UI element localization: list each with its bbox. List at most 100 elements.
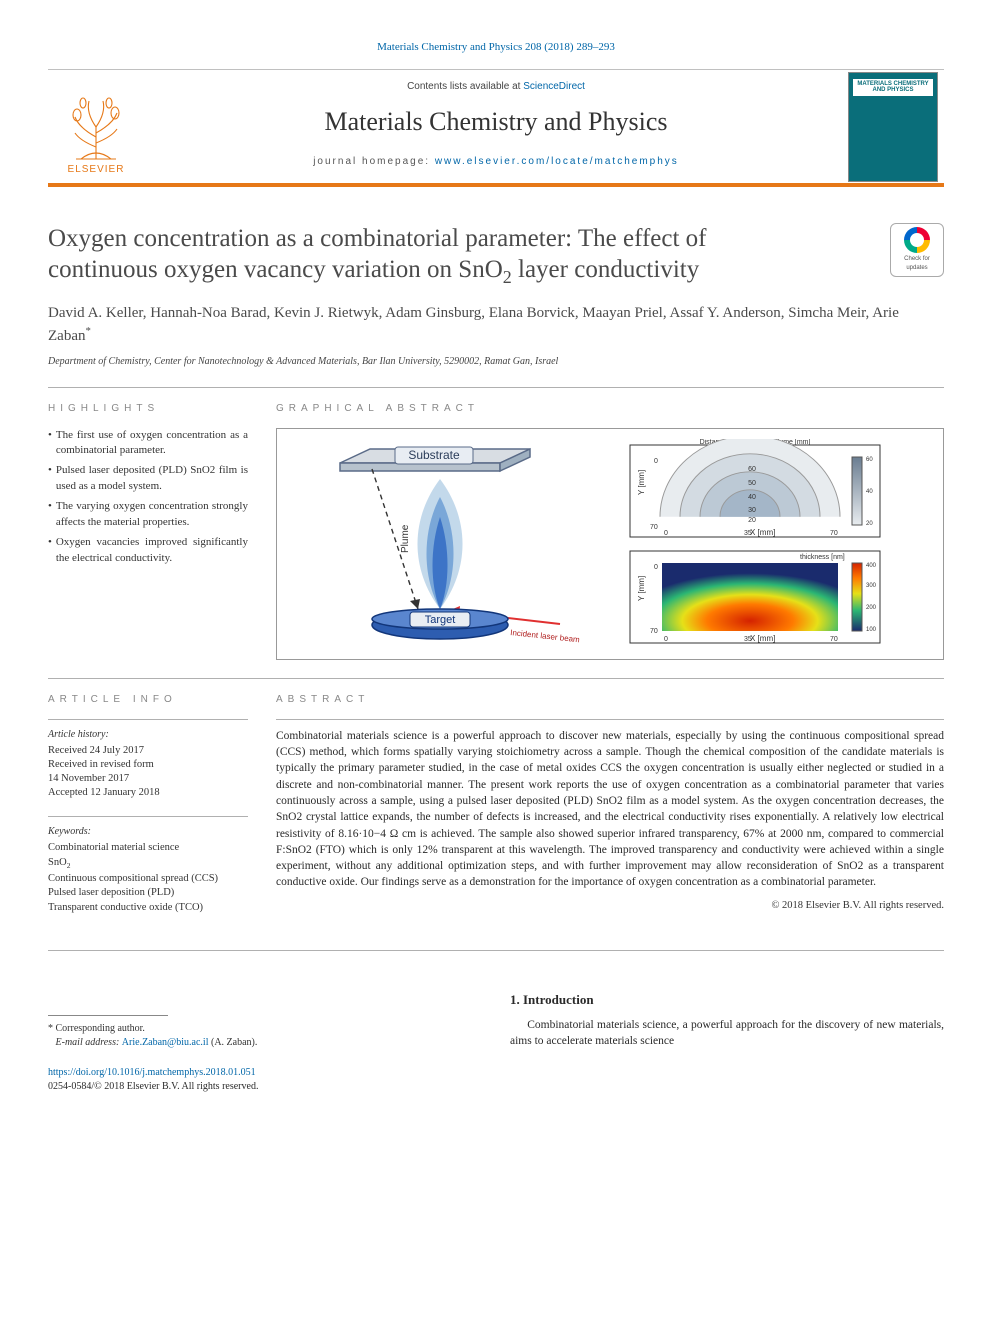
article-history: Article history: Received 24 July 2017 R… xyxy=(48,728,248,801)
homepage-link[interactable]: www.elsevier.com/locate/matchemphys xyxy=(435,156,679,167)
ga-contour-panel: Distance from center of plume [mm] 60 50… xyxy=(630,439,880,537)
svg-text:70: 70 xyxy=(830,636,838,643)
keywords-label: Keywords: xyxy=(48,825,248,839)
keyword-item: Combinatorial material science xyxy=(48,841,248,856)
crossmark-text-2: updates xyxy=(906,264,927,272)
email-tail: (A. Zaban). xyxy=(208,1037,257,1048)
highlight-item: The first use of oxygen concentration as… xyxy=(48,428,248,460)
abstract-text: Combinatorial materials science is a pow… xyxy=(276,728,944,891)
doi-link[interactable]: https://doi.org/10.1016/j.matchemphys.20… xyxy=(48,1067,256,1078)
corr-marker: * xyxy=(85,325,90,337)
svg-text:X [mm]: X [mm] xyxy=(750,634,775,643)
elsevier-logo: ELSEVIER xyxy=(48,81,144,177)
svg-text:20: 20 xyxy=(748,517,756,524)
svg-text:thickness [nm]: thickness [nm] xyxy=(800,554,845,561)
svg-text:Incident laser beam: Incident laser beam xyxy=(510,628,581,644)
svg-text:Y [mm]: Y [mm] xyxy=(637,575,646,600)
authors-text: David A. Keller, Hannah-Noa Barad, Kevin… xyxy=(48,305,899,344)
highlight-item: The varying oxygen concentration strongl… xyxy=(48,499,248,531)
svg-text:70: 70 xyxy=(830,530,838,537)
received-date: Received 24 July 2017 xyxy=(48,744,248,758)
svg-text:60: 60 xyxy=(748,466,756,473)
svg-text:400: 400 xyxy=(866,563,877,569)
substrate-label: Substrate xyxy=(408,448,460,462)
graphical-abstract-svg: Substrate Plume Incident lase xyxy=(287,439,933,649)
svg-text:60: 60 xyxy=(866,457,873,463)
journal-name: Materials Chemistry and Physics xyxy=(160,104,832,140)
author-list: David A. Keller, Hannah-Noa Barad, Kevin… xyxy=(48,303,944,347)
doi-block: https://doi.org/10.1016/j.matchemphys.20… xyxy=(48,1066,482,1094)
copyright-line: © 2018 Elsevier B.V. All rights reserved… xyxy=(276,899,944,914)
svg-text:35: 35 xyxy=(744,530,752,537)
citation-link[interactable]: Materials Chemistry and Physics 208 (201… xyxy=(377,41,615,53)
highlights-label: HIGHLIGHTS xyxy=(48,402,248,416)
svg-text:30: 30 xyxy=(748,507,756,514)
issn-line: 0254-0584/© 2018 Elsevier B.V. All right… xyxy=(48,1081,258,1092)
svg-text:0: 0 xyxy=(664,636,668,643)
highlight-item: Oxygen vacancies improved significantly … xyxy=(48,535,248,567)
corr-text: Corresponding author. xyxy=(56,1023,145,1034)
title-line-2a: continuous oxygen vacancy variation on S… xyxy=(48,256,503,283)
divider-2 xyxy=(48,678,944,679)
crossmark-icon xyxy=(904,227,930,253)
graphical-abstract: Substrate Plume Incident lase xyxy=(276,428,944,660)
article-title: Oxygen concentration as a combinatorial … xyxy=(48,223,874,289)
title-line-1: Oxygen concentration as a combinatorial … xyxy=(48,225,707,252)
svg-text:X [mm]: X [mm] xyxy=(750,528,775,537)
corresponding-footnote: * Corresponding author. E-mail address: … xyxy=(48,1022,482,1050)
svg-text:Plume: Plume xyxy=(400,524,411,553)
svg-text:200: 200 xyxy=(866,605,877,611)
email-label: E-mail address: xyxy=(56,1037,122,1048)
corr-email-link[interactable]: Arie.Zaban@biu.ac.il xyxy=(122,1037,209,1048)
keyword-list: Combinatorial material science SnO2 Cont… xyxy=(48,841,248,915)
svg-text:Y [mm]: Y [mm] xyxy=(637,469,646,494)
highlights-list: The first use of oxygen concentration as… xyxy=(48,428,248,568)
keyword-item: Pulsed laser deposition (PLD) xyxy=(48,886,248,901)
crossmark-badge[interactable]: Check for updates xyxy=(890,223,944,277)
svg-text:50: 50 xyxy=(748,480,756,487)
keyword-item: Continuous compositional spread (CCS) xyxy=(48,872,248,887)
svg-text:0: 0 xyxy=(654,564,658,571)
svg-text:40: 40 xyxy=(748,494,756,501)
intro-heading: 1. Introduction xyxy=(510,991,944,1009)
citation-line: Materials Chemistry and Physics 208 (201… xyxy=(48,40,944,55)
svg-text:35: 35 xyxy=(744,636,752,643)
cover-title: MATERIALS CHEMISTRY AND PHYSICS xyxy=(853,79,933,96)
publisher-logo-block: ELSEVIER xyxy=(48,70,144,182)
accepted-date: Accepted 12 January 2018 xyxy=(48,786,248,800)
svg-text:0: 0 xyxy=(654,458,658,465)
svg-text:70: 70 xyxy=(650,628,658,635)
keywords-block: Keywords: Combinatorial material science… xyxy=(48,825,248,915)
ga-schematic: Substrate Plume Incident lase xyxy=(340,447,580,644)
elsevier-tree-icon xyxy=(61,93,131,163)
svg-text:70: 70 xyxy=(650,524,658,531)
divider-3 xyxy=(48,950,944,951)
affiliation: Department of Chemistry, Center for Nano… xyxy=(48,355,944,369)
contents-prefix: Contents lists available at xyxy=(407,81,523,92)
history-label: Article history: xyxy=(48,728,248,742)
intro-text: Combinatorial materials science, a power… xyxy=(510,1017,944,1050)
abstract-label: ABSTRACT xyxy=(276,693,944,707)
title-line-2b: layer conductivity xyxy=(512,256,699,283)
highlight-item: Pulsed laser deposited (PLD) SnO2 film i… xyxy=(48,463,248,495)
sciencedirect-link[interactable]: ScienceDirect xyxy=(523,81,585,92)
homepage-line: journal homepage: www.elsevier.com/locat… xyxy=(160,155,832,169)
svg-text:0: 0 xyxy=(664,530,668,537)
title-sub: 2 xyxy=(503,267,512,287)
revised-label: Received in revised form xyxy=(48,758,248,772)
journal-cover-thumbnail: MATERIALS CHEMISTRY AND PHYSICS xyxy=(848,72,938,182)
masthead: ELSEVIER Contents lists available at Sci… xyxy=(48,69,944,186)
revised-date: 14 November 2017 xyxy=(48,772,248,786)
cover-thumb-block: MATERIALS CHEMISTRY AND PHYSICS xyxy=(848,70,944,182)
masthead-center: Contents lists available at ScienceDirec… xyxy=(160,70,832,182)
contents-line: Contents lists available at ScienceDirec… xyxy=(160,80,832,94)
svg-text:100: 100 xyxy=(866,627,877,633)
homepage-prefix: journal homepage: xyxy=(313,156,435,167)
article-info-label: ARTICLE INFO xyxy=(48,693,248,707)
publisher-label: ELSEVIER xyxy=(68,163,125,177)
svg-text:300: 300 xyxy=(866,583,877,589)
crossmark-text-1: Check for xyxy=(904,255,930,263)
divider-1 xyxy=(48,387,944,388)
svg-text:20: 20 xyxy=(866,521,873,527)
ga-heatmap-panel: thickness [nm] xyxy=(630,551,880,643)
